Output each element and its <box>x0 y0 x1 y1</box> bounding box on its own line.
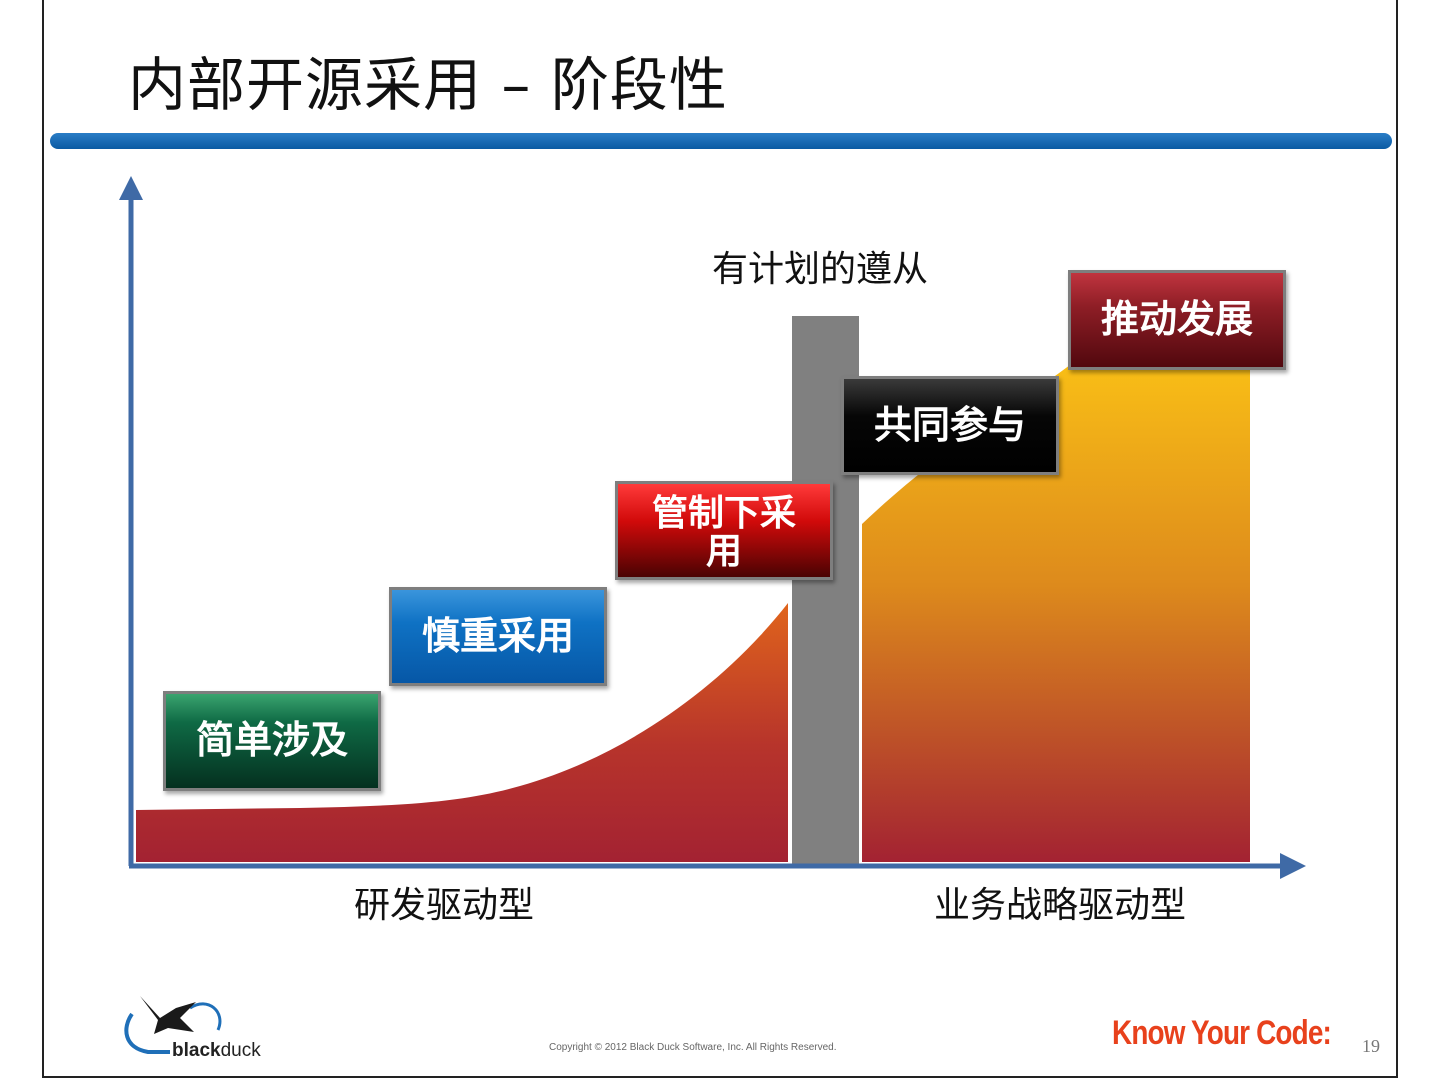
stage-label: 管制下采用 <box>651 492 796 572</box>
adoption-curve-right-area <box>862 360 1250 862</box>
y-axis-arrow <box>119 176 143 200</box>
copyright-notice: Copyright © 2012 Black Duck Software, In… <box>549 1042 837 1053</box>
x-axis-arrow <box>1280 853 1306 879</box>
stage-label: 共同参与 <box>873 402 1026 447</box>
title-underline-bar <box>50 133 1392 149</box>
tagline: Know Your Code: <box>1112 1014 1332 1052</box>
x-axis-right-label: 业务战略驱动型 <box>934 885 1187 926</box>
stage-label: 慎重采用 <box>421 613 574 658</box>
x-axis-left-label: 研发驱动型 <box>354 885 535 926</box>
stage-joint-participation: 共同参与 <box>841 376 1059 475</box>
stage-simple-involvement: 简单涉及 <box>163 691 381 791</box>
slide-title: 内部开源采用 – 阶段性 <box>128 51 728 119</box>
stage-label: 推动发展 <box>1100 297 1253 342</box>
stage-drive-development: 推动发展 <box>1068 270 1286 370</box>
adoption-curve-left-area <box>136 603 788 862</box>
page-number: 19 <box>1362 1036 1380 1056</box>
blackduck-logo-icon <box>124 996 222 1054</box>
stage-controlled-adoption: 管制下采用 <box>615 481 833 580</box>
divider-label: 有计划的遵从 <box>712 249 929 290</box>
stage-label: 简单涉及 <box>195 718 348 763</box>
stage-cautious-adoption: 慎重采用 <box>389 587 607 686</box>
logo-wordmark: blackduck <box>172 1040 261 1061</box>
